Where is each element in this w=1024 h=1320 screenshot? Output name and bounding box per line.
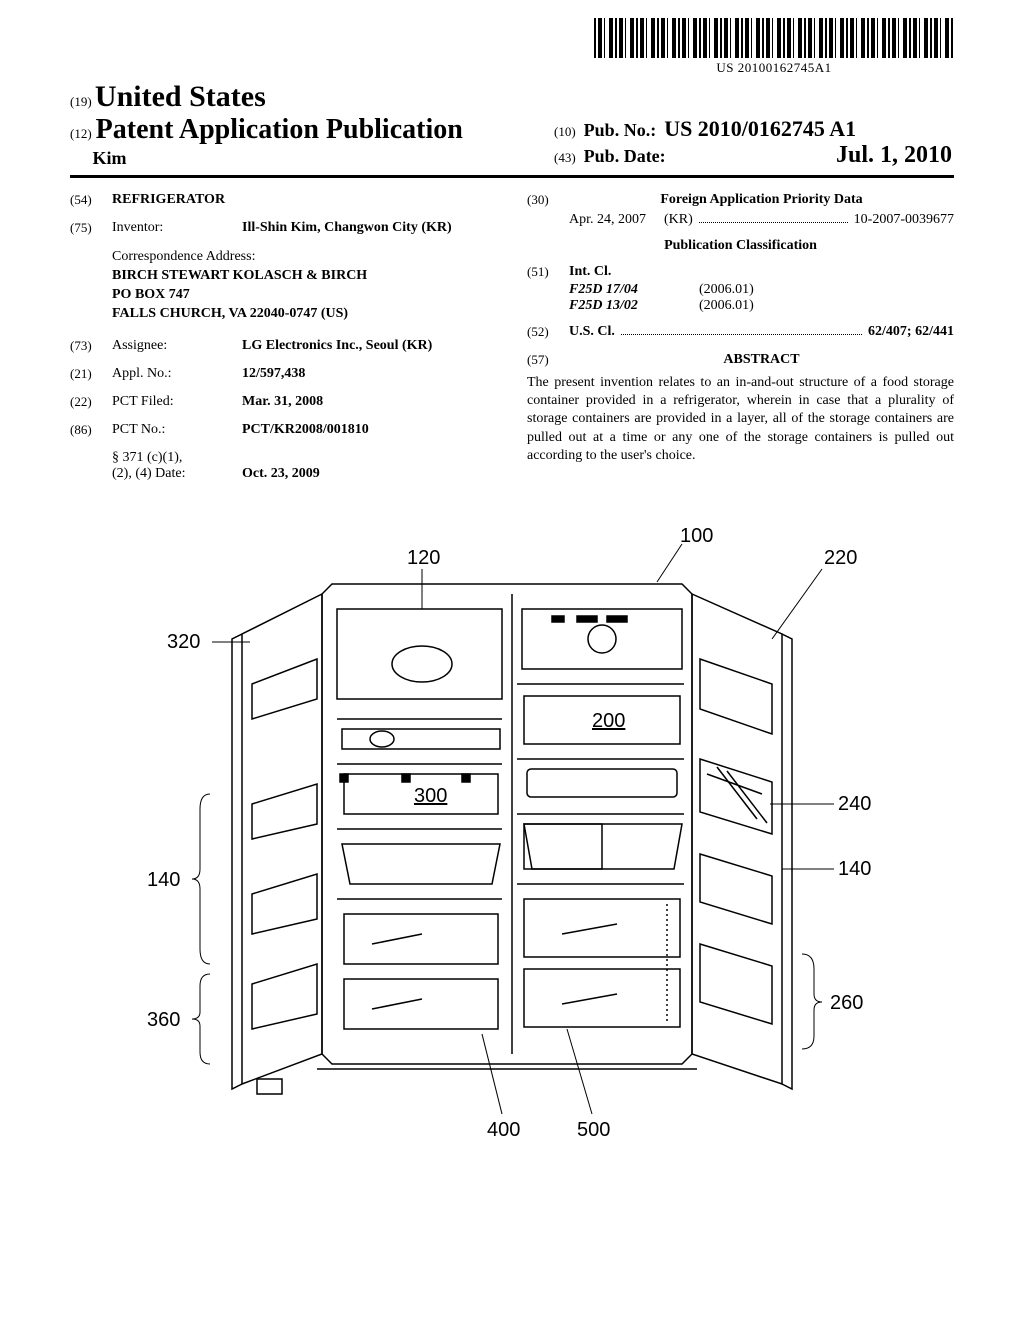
foreign-title: Foreign Application Priority Data: [569, 192, 954, 208]
s371-entry: § 371 (c)(1), (2), (4) Date: Oct. 23, 20…: [70, 450, 497, 482]
svg-text:360: 360: [147, 1009, 180, 1031]
corr-line1: BIRCH STEWART KOLASCH & BIRCH: [112, 267, 497, 286]
pctno-label: PCT No.:: [112, 422, 242, 438]
refrigerator-figure: 300 200: [122, 524, 902, 1144]
title-entry: (54) REFRIGERATOR: [70, 192, 497, 208]
corr-line2: PO BOX 747: [112, 286, 497, 305]
svg-text:100: 100: [680, 525, 713, 547]
intcl-row-2: F25D 13/02 (2006.01): [569, 298, 954, 314]
s371-value: Oct. 23, 2009: [242, 466, 497, 482]
code-43: (43): [554, 150, 576, 166]
pub-type: Patent Application Publication: [96, 114, 463, 145]
pubdate-value: Jul. 1, 2010: [836, 142, 954, 169]
assignee-value: LG Electronics Inc., Seoul (KR): [242, 338, 497, 354]
foreign-number: 10-2007-0039677: [854, 212, 954, 228]
uscl-label: U.S. Cl.: [569, 324, 615, 340]
svg-text:220: 220: [824, 547, 857, 569]
pubno-line: (10) Pub. No.: US 2010/0162745 A1: [554, 116, 954, 142]
pctno-value: PCT/KR2008/001810: [242, 422, 497, 438]
pubno-value: US 2010/0162745 A1: [664, 116, 856, 142]
code-73: (73): [70, 338, 112, 354]
header-rule: [70, 175, 954, 178]
applno-entry: (21) Appl. No.: 12/597,438: [70, 366, 497, 382]
pctfiled-value: Mar. 31, 2008: [242, 394, 497, 410]
left-column: (54) REFRIGERATOR (75) Inventor: Ill-Shi…: [70, 192, 497, 494]
applno-value: 12/597,438: [242, 366, 497, 382]
intcl1-code: F25D 17/04: [569, 282, 699, 298]
pctno-entry: (86) PCT No.: PCT/KR2008/001810: [70, 422, 497, 438]
foreign-date: Apr. 24, 2007: [569, 212, 646, 228]
svg-text:200: 200: [592, 710, 625, 732]
intcl-row-1: F25D 17/04 (2006.01): [569, 282, 954, 298]
figure-area: 300 200: [70, 524, 954, 1149]
svg-text:240: 240: [838, 793, 871, 815]
code-75: (75): [70, 220, 112, 236]
code-21: (21): [70, 366, 112, 382]
barcode-graphic: [594, 18, 954, 58]
code-51: (51): [527, 264, 569, 280]
dotted-leader: [699, 212, 848, 223]
inventor-entry: (75) Inventor: Ill-Shin Kim, Changwon Ci…: [70, 220, 497, 236]
barcode-block: US 20100162745A1: [594, 18, 954, 76]
code-86: (86): [70, 422, 112, 438]
uscl-value: 62/407; 62/441: [868, 324, 954, 340]
svg-text:300: 300: [414, 785, 447, 807]
intcl2-code: F25D 13/02: [569, 298, 699, 314]
intcl-block: (51) Int. Cl. F25D 17/04 (2006.01) F25D …: [527, 264, 954, 314]
assignee-entry: (73) Assignee: LG Electronics Inc., Seou…: [70, 338, 497, 354]
country: United States: [95, 80, 266, 113]
svg-text:140: 140: [838, 858, 871, 880]
pub-type-line: (12) Patent Application Publication: [70, 114, 463, 146]
header-block: (19) United States (12) Patent Applicati…: [70, 80, 954, 169]
code-12: (12): [70, 126, 92, 141]
pubdate-line: (43) Pub. Date: Jul. 1, 2010: [554, 142, 954, 169]
abstract-text: The present invention relates to an in-a…: [527, 374, 954, 465]
code-10: (10): [554, 124, 576, 140]
dotted-leader-2: [621, 324, 862, 335]
code-52: (52): [527, 324, 569, 340]
right-column: (30) Foreign Application Priority Data A…: [527, 192, 954, 494]
applno-label: Appl. No.:: [112, 366, 242, 382]
svg-text:500: 500: [577, 1119, 610, 1141]
svg-text:120: 120: [407, 547, 440, 569]
pctfiled-label: PCT Filed:: [112, 394, 242, 410]
pubno-label: Pub. No.:: [584, 120, 657, 141]
svg-text:320: 320: [167, 631, 200, 653]
country-line: (19) United States: [70, 80, 954, 114]
s371-label: § 371 (c)(1), (2), (4) Date:: [112, 450, 242, 482]
abstract-header: (57) ABSTRACT: [527, 352, 954, 368]
biblio-columns: (54) REFRIGERATOR (75) Inventor: Ill-Shi…: [70, 192, 954, 494]
corr-line3: FALLS CHURCH, VA 22040-0747 (US): [112, 305, 497, 324]
svg-text:260: 260: [830, 992, 863, 1014]
pubdate-label: Pub. Date:: [584, 146, 666, 167]
inventor-value: Ill-Shin Kim, Changwon City (KR): [242, 220, 497, 236]
abstract-title: ABSTRACT: [569, 352, 954, 368]
foreign-row: Apr. 24, 2007 (KR) 10-2007-0039677: [569, 212, 954, 228]
inventor-label: Inventor:: [112, 220, 242, 236]
pub-info: (10) Pub. No.: US 2010/0162745 A1 (43) P…: [554, 116, 954, 169]
foreign-country: (KR): [664, 212, 693, 228]
corr-label: Correspondence Address:: [112, 248, 497, 267]
barcode-text: US 20100162745A1: [594, 60, 954, 76]
intcl1-ver: (2006.01): [699, 282, 754, 298]
patent-page: US 20100162745A1 (19) United States (12)…: [0, 0, 1024, 1320]
assignee-label: Assignee:: [112, 338, 242, 354]
pctfiled-entry: (22) PCT Filed: Mar. 31, 2008: [70, 394, 497, 410]
correspondence-block: Correspondence Address: BIRCH STEWART KO…: [112, 248, 497, 324]
foreign-header: (30) Foreign Application Priority Data: [527, 192, 954, 208]
uscl-entry: (52) U.S. Cl. 62/407; 62/441: [527, 324, 954, 340]
intcl2-ver: (2006.01): [699, 298, 754, 314]
code-54: (54): [70, 192, 112, 208]
pubclass-title: Publication Classification: [527, 238, 954, 254]
code-30: (30): [527, 192, 569, 208]
header-row: (12) Patent Application Publication Kim …: [70, 114, 954, 169]
invention-title: REFRIGERATOR: [112, 192, 497, 208]
inventor-surname: Kim: [70, 148, 463, 169]
code-57: (57): [527, 352, 569, 368]
svg-text:400: 400: [487, 1119, 520, 1141]
svg-text:140: 140: [147, 869, 180, 891]
code-19: (19): [70, 94, 92, 109]
intcl-label: Int. Cl.: [569, 264, 611, 280]
code-22: (22): [70, 394, 112, 410]
